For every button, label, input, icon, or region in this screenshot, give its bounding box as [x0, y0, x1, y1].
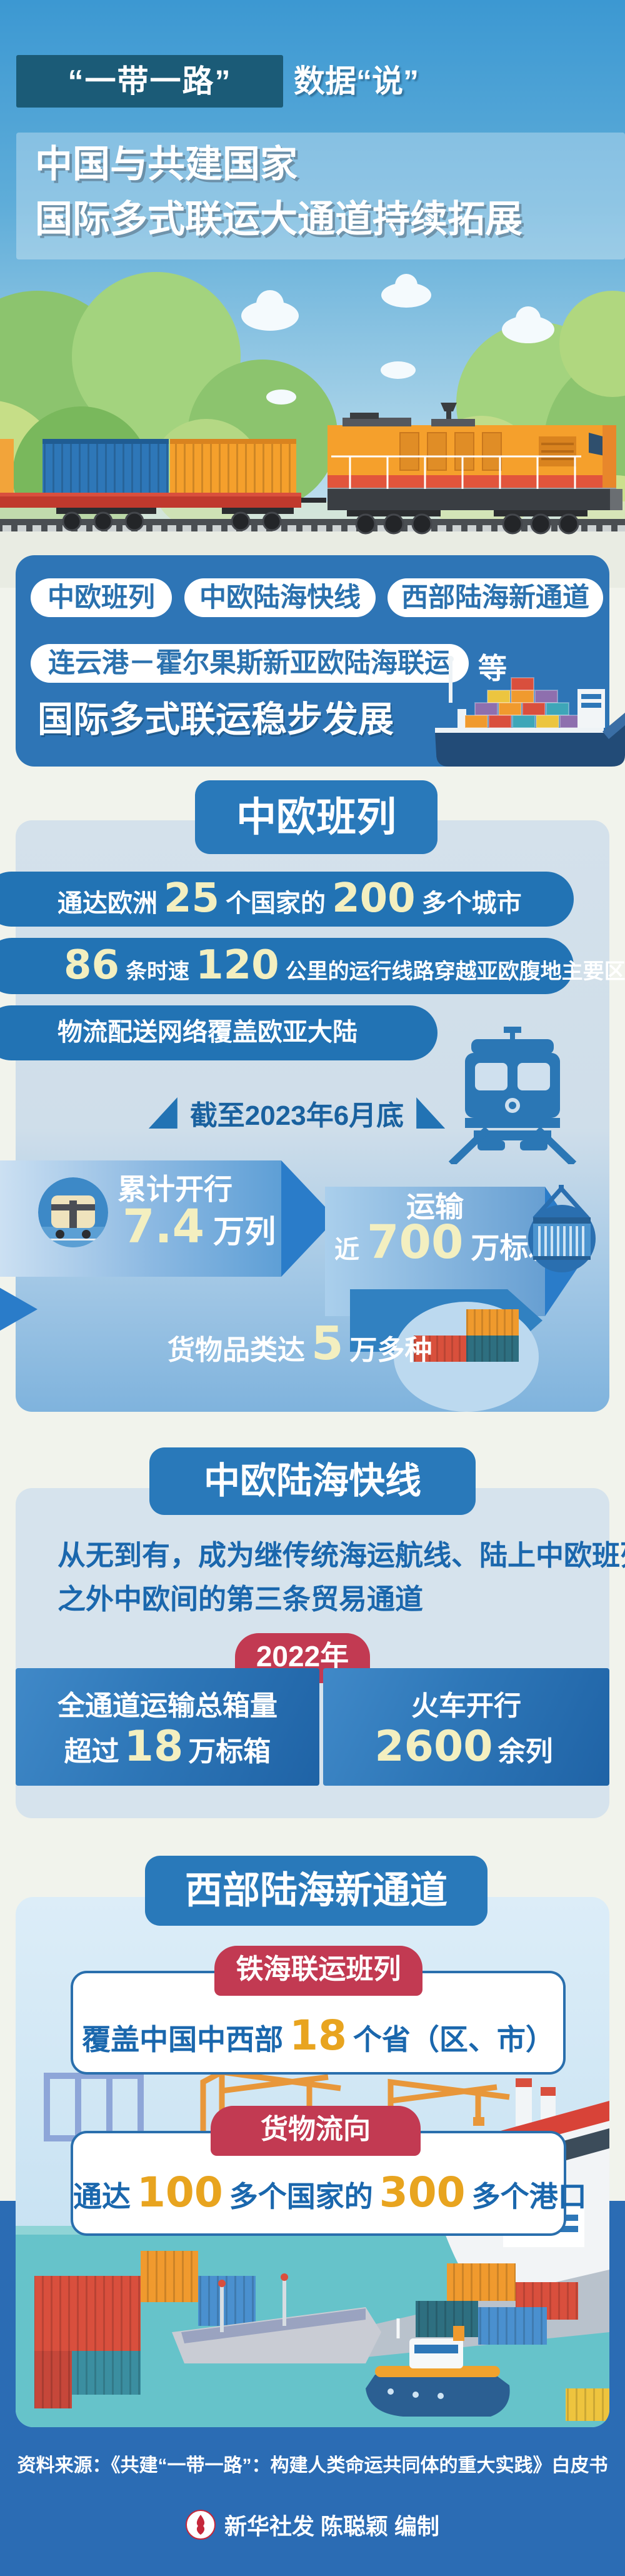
- freight-train-illustration: [0, 272, 625, 588]
- reach-pre: 通达: [73, 2180, 131, 2213]
- ship-funnels-icon: [516, 2078, 556, 2126]
- bar1-pre: 通达欧洲: [58, 890, 158, 917]
- ceb-trains-number: 7.4: [122, 1200, 205, 1254]
- clse-trains-box: 火车开行 2600 余列: [323, 1668, 609, 1786]
- container-red-icon: [414, 1336, 466, 1362]
- clse-volume-value: 超过 18 万标箱: [16, 1721, 319, 1784]
- subtitle-line-1: 中国与共建国家: [35, 143, 298, 185]
- bar1-num-cities: 200: [332, 875, 416, 922]
- ceb-stat-bar-logistics: 物流配送网络覆盖欧亚大陆: [0, 1005, 438, 1060]
- clse-volume-label: 全通道运输总箱量: [58, 1691, 278, 1721]
- reach-num-ports: 300: [379, 2168, 466, 2216]
- train-circle-icon: [38, 1177, 108, 1247]
- barge-containers: [416, 2263, 578, 2345]
- cargo-flow-tab: 货物流向: [211, 2106, 421, 2156]
- ceb-goods-suf: 万多种: [349, 1335, 432, 1366]
- ceb-trains-label: 累计开行: [118, 1173, 232, 1205]
- tugboat: [366, 2318, 510, 2417]
- ceb-goods-row: 货物品类达 5 万多种: [168, 1321, 432, 1380]
- tag-lianyungang-khorgos: 连云港－霍尔果斯新亚欧陆海联运: [31, 644, 469, 683]
- ceb-goods-number: 5: [311, 1317, 344, 1371]
- clse-trains-value: 2600 余列: [323, 1721, 609, 1784]
- tag-etc-label: 等: [478, 652, 507, 685]
- coverage-pre: 覆盖中国中西部: [82, 2023, 284, 2056]
- bar1-num-countries: 25: [164, 875, 220, 922]
- ceb-asof-row: 截至2023年6月底: [16, 1095, 578, 1131]
- bar2-num-speed: 120: [196, 942, 279, 989]
- train-front-icon: [448, 1027, 577, 1164]
- clse-desc-line-2: 之外中欧间的第三条贸易通道: [58, 1583, 424, 1615]
- ceb-teu-label: 运输: [406, 1190, 464, 1223]
- clse-volume-unit: 万标箱: [188, 1736, 271, 1767]
- clse-trains-number: 2600: [374, 1722, 493, 1771]
- ceb-asof-text: 截至2023年6月底: [189, 1100, 404, 1131]
- ceb-teu-approx: 近: [334, 1236, 359, 1264]
- bar3-text: 物流配送网络覆盖欧亚大陆: [58, 1019, 358, 1046]
- wlsc-section-title: 西部陆海新通道: [145, 1856, 488, 1926]
- rail-sea-tab: 铁海联运班列: [214, 1946, 422, 1996]
- quay-containers: [34, 2251, 256, 2408]
- xinhua-logo-icon: [185, 2510, 216, 2540]
- ceb-stat-bar-cities: 通达欧洲 25 个国家的 200 多个城市: [0, 872, 574, 927]
- container-teal-icon: [466, 1336, 519, 1362]
- coverage-suf: 个省（区、市）: [352, 2023, 554, 2056]
- locomotive: [328, 403, 622, 535]
- clse-desc-line-1: 从无到有，成为继传统海运航线、陆上中欧班列: [58, 1539, 625, 1571]
- clse-trains-unit: 余列: [498, 1736, 553, 1767]
- clse-trains-label: 火车开行: [411, 1691, 521, 1721]
- tag-land-sea-express: 中欧陆海快线: [184, 578, 376, 617]
- crane-container-icon: [528, 1185, 596, 1272]
- intro-statement: 国际多式联运稳步发展: [38, 700, 394, 740]
- ceb-section-title: 中欧班列: [195, 780, 438, 854]
- ceb-goods-pre: 货物品类达: [168, 1335, 305, 1366]
- credit-text: 新华社发 陈聪颖 编制: [224, 2513, 439, 2539]
- ceb-teu-number: 700: [367, 1215, 464, 1269]
- clouds: [241, 274, 554, 405]
- wlsc-panel: 铁海联运班列 覆盖中国中西部 18 个省（区、市） 货物流向 通达 100 多个国家的 3…: [16, 1897, 609, 2427]
- reach-mid: 多个国家的: [229, 2180, 373, 2213]
- tag-china-europe-trains: 中欧班列: [31, 578, 172, 617]
- subtitle-panel: [16, 133, 625, 259]
- container-ship-icon: [435, 656, 625, 767]
- source-line: 资料来源：《共建“一带一路”：构建人类命运共同体的重大实践》白皮书: [17, 2455, 608, 2476]
- bar1-suf: 多个城市: [421, 890, 522, 917]
- flag-right-icon: [416, 1097, 446, 1129]
- clse-volume-pre: 超过: [64, 1736, 119, 1767]
- ceb-trains-unit: 万列: [213, 1214, 276, 1249]
- clse-section-title: 中欧陆海快线: [149, 1447, 476, 1515]
- bar1-mid: 个国家的: [226, 890, 326, 917]
- yellow-container-icon: [566, 2388, 609, 2421]
- container-wagon: [0, 439, 326, 531]
- clse-volume-box: 全通道运输总箱量 超过 18 万标箱: [16, 1668, 319, 1786]
- coverage-number: 18: [289, 2011, 347, 2060]
- reach-num-countries: 100: [137, 2168, 223, 2216]
- flag-left-icon: [148, 1097, 178, 1129]
- masthead-title: 数据“说”: [294, 64, 419, 99]
- ceb-trains-value: 7.4 万列: [122, 1200, 276, 1266]
- masthead-badge: “一带一路”: [16, 55, 283, 108]
- ceb-teu-value: 近 700 万标箱: [334, 1218, 557, 1280]
- subtitle-line-2: 国际多式联运大通道持续拓展: [35, 198, 522, 240]
- ceb-stat-bar-routes: 86 条时速 120 公里的运行线路穿越亚欧腹地主要区域: [0, 938, 625, 994]
- bar2-mid: 条时速: [126, 960, 190, 984]
- container-orange-icon: [466, 1309, 519, 1336]
- bar2-suf: 公里的运行线路穿越亚欧腹地主要区域: [285, 960, 625, 984]
- credit-line: 新华社发 陈聪颖 编制: [0, 2508, 625, 2541]
- gray-ship: [172, 2273, 381, 2363]
- dock-frame-icon: [44, 2073, 144, 2141]
- tag-western-corridor: 西部陆海新通道: [388, 578, 603, 617]
- reach-suf: 多个港口: [471, 2180, 587, 2213]
- clse-volume-number: 18: [124, 1722, 184, 1771]
- bar2-num-routes: 86: [64, 942, 120, 989]
